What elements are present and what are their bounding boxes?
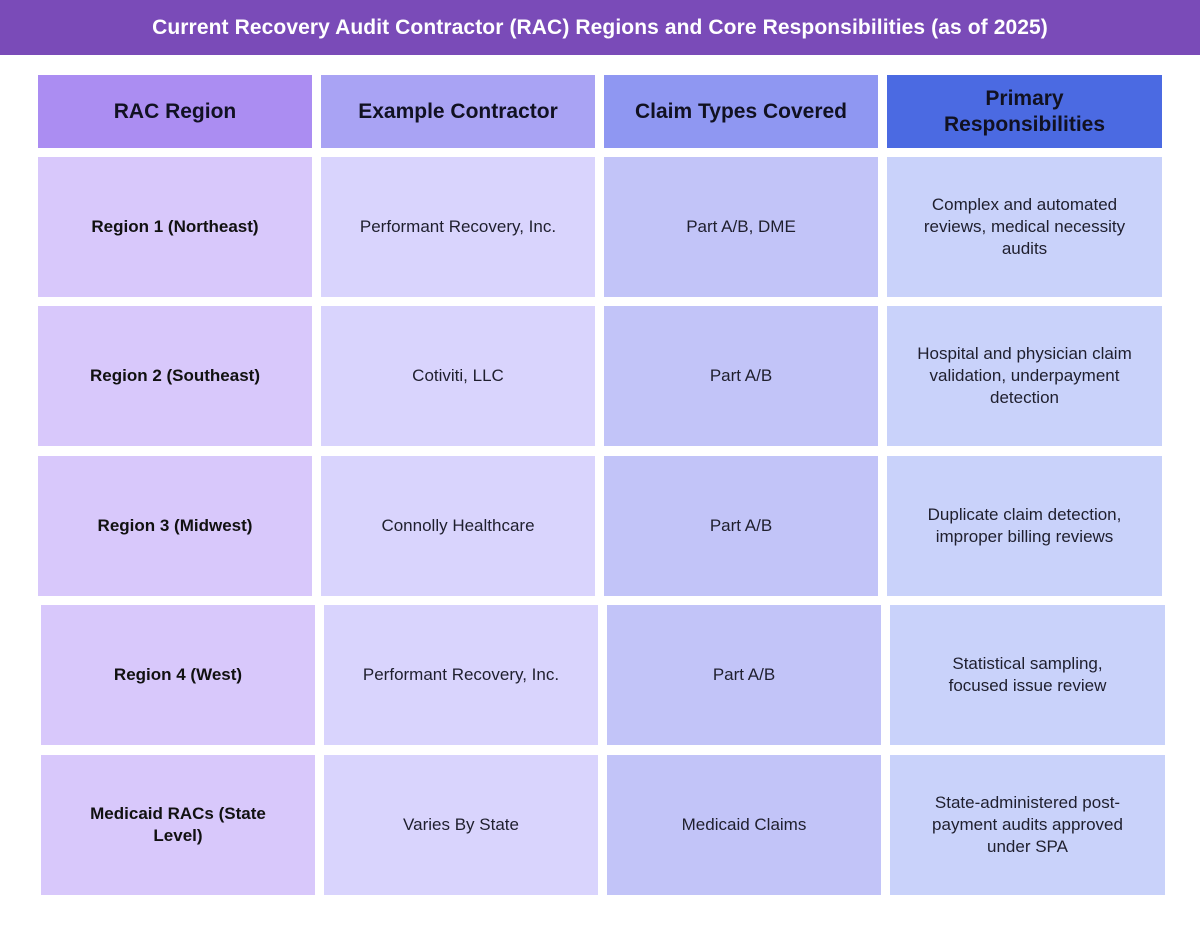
table-cell-contractor: Varies By State [324, 755, 598, 895]
header-example-contractor: Example Contractor [321, 75, 595, 148]
table-cell-contractor: Performant Recovery, Inc. [321, 157, 595, 297]
page-title: Current Recovery Audit Contractor (RAC) … [0, 0, 1200, 55]
table-cell-claim-types: Part A/B [604, 456, 878, 596]
table-row-label: Region 4 (West) [41, 605, 315, 745]
table-row-label: Region 3 (Midwest) [38, 456, 312, 596]
table-cell-claim-types: Part A/B, DME [604, 157, 878, 297]
table-cell-responsibilities: State-administered post-payment audits a… [890, 755, 1165, 895]
table-cell-contractor: Cotiviti, LLC [321, 306, 595, 446]
table-cell-claim-types: Part A/B [607, 605, 881, 745]
header-rac-region: RAC Region [38, 75, 312, 148]
table-row-label: Region 1 (Northeast) [38, 157, 312, 297]
table-row-label: Medicaid RACs (State Level) [41, 755, 315, 895]
table-cell-contractor: Connolly Healthcare [321, 456, 595, 596]
header-primary-responsibilities: Primary Responsibilities [887, 75, 1162, 148]
table-cell-claim-types: Part A/B [604, 306, 878, 446]
table-cell-responsibilities: Complex and automated reviews, medical n… [887, 157, 1162, 297]
header-claim-types: Claim Types Covered [604, 75, 878, 148]
table-cell-claim-types: Medicaid Claims [607, 755, 881, 895]
table-cell-responsibilities: Hospital and physician claim validation,… [887, 306, 1162, 446]
table-cell-responsibilities: Statistical sampling, focused issue revi… [890, 605, 1165, 745]
table-cell-contractor: Performant Recovery, Inc. [324, 605, 598, 745]
table-row-label: Region 2 (Southeast) [38, 306, 312, 446]
table-cell-responsibilities: Duplicate claim detection, improper bill… [887, 456, 1162, 596]
